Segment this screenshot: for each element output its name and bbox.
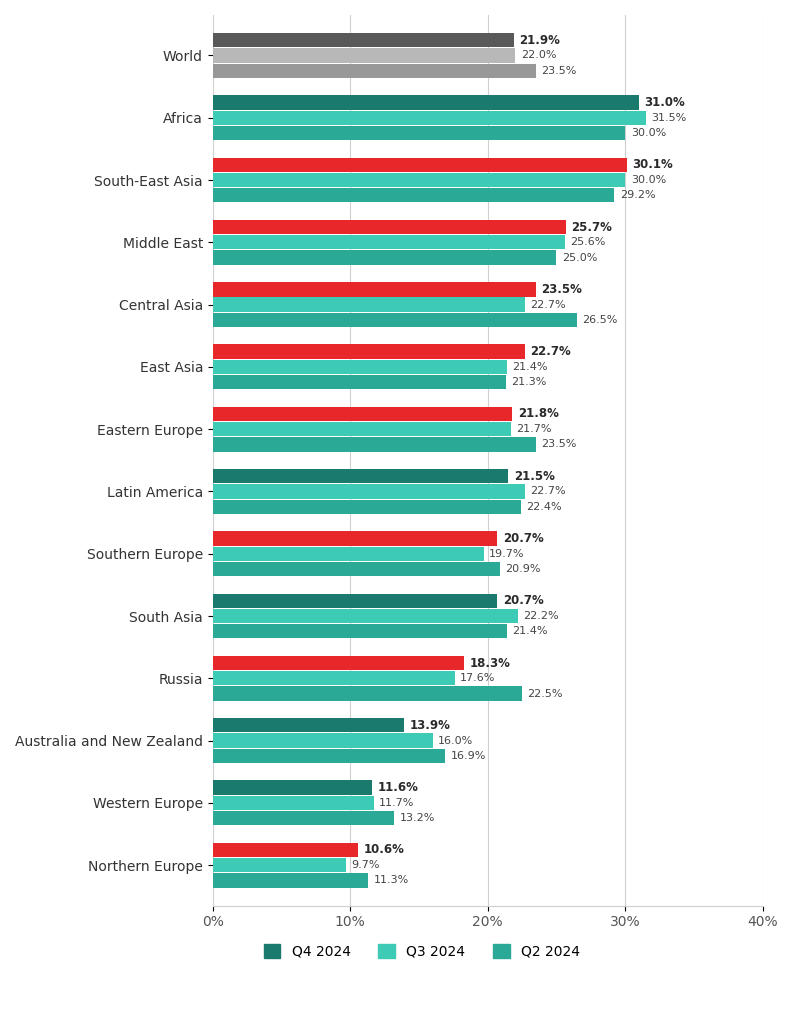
Text: 17.6%: 17.6% bbox=[460, 674, 496, 683]
Text: 16.9%: 16.9% bbox=[450, 751, 486, 761]
Bar bbox=[213, 173, 625, 187]
Text: 20.7%: 20.7% bbox=[503, 531, 543, 545]
Text: 22.0%: 22.0% bbox=[521, 50, 556, 60]
Bar bbox=[213, 843, 358, 857]
Bar bbox=[213, 594, 497, 608]
Text: 30.0%: 30.0% bbox=[630, 175, 666, 185]
Bar bbox=[213, 95, 639, 110]
Text: 25.0%: 25.0% bbox=[562, 253, 597, 262]
Text: 21.5%: 21.5% bbox=[514, 470, 554, 482]
Text: 31.0%: 31.0% bbox=[645, 96, 685, 109]
Bar bbox=[213, 63, 536, 78]
Text: 21.4%: 21.4% bbox=[512, 627, 548, 636]
Text: 21.8%: 21.8% bbox=[518, 408, 559, 421]
Bar bbox=[213, 359, 507, 374]
Bar bbox=[213, 655, 465, 670]
Bar bbox=[213, 236, 565, 250]
Text: 18.3%: 18.3% bbox=[469, 656, 511, 670]
Text: 23.5%: 23.5% bbox=[542, 66, 577, 76]
Bar bbox=[213, 780, 372, 795]
Text: 16.0%: 16.0% bbox=[439, 735, 473, 745]
Bar bbox=[213, 422, 511, 436]
Text: 13.2%: 13.2% bbox=[400, 813, 435, 823]
Bar bbox=[213, 344, 525, 358]
Text: 11.3%: 11.3% bbox=[374, 876, 409, 886]
Bar bbox=[213, 858, 346, 872]
Bar bbox=[213, 283, 536, 297]
Bar bbox=[213, 251, 557, 265]
Text: 11.6%: 11.6% bbox=[377, 781, 419, 794]
Bar bbox=[213, 624, 507, 638]
Bar bbox=[213, 562, 500, 577]
Text: 10.6%: 10.6% bbox=[364, 844, 405, 856]
Text: 30.0%: 30.0% bbox=[630, 128, 666, 138]
Bar bbox=[213, 312, 577, 327]
Text: 21.9%: 21.9% bbox=[519, 34, 560, 47]
Text: 21.7%: 21.7% bbox=[516, 424, 552, 434]
Bar bbox=[213, 686, 522, 700]
Bar bbox=[213, 547, 484, 561]
Text: 22.2%: 22.2% bbox=[523, 611, 559, 621]
Bar bbox=[213, 111, 646, 125]
Text: 9.7%: 9.7% bbox=[351, 860, 380, 870]
Text: 21.3%: 21.3% bbox=[511, 377, 546, 387]
Bar bbox=[213, 749, 445, 763]
Text: 20.7%: 20.7% bbox=[503, 594, 543, 607]
Bar bbox=[213, 158, 626, 172]
Bar bbox=[213, 733, 433, 748]
Bar bbox=[213, 437, 536, 452]
Text: 20.9%: 20.9% bbox=[506, 564, 541, 574]
Bar bbox=[213, 531, 497, 546]
Bar bbox=[213, 484, 525, 499]
Text: 23.5%: 23.5% bbox=[542, 283, 582, 296]
Bar bbox=[213, 126, 625, 140]
Bar bbox=[213, 469, 508, 483]
Bar bbox=[213, 796, 374, 810]
Text: 25.7%: 25.7% bbox=[572, 220, 612, 233]
Bar bbox=[213, 407, 512, 421]
Text: 22.7%: 22.7% bbox=[531, 486, 566, 497]
Bar bbox=[213, 188, 615, 203]
Text: 21.4%: 21.4% bbox=[512, 361, 548, 372]
Text: 23.5%: 23.5% bbox=[542, 439, 577, 450]
Bar bbox=[213, 220, 566, 234]
Text: 31.5%: 31.5% bbox=[651, 113, 687, 123]
Text: 22.4%: 22.4% bbox=[527, 502, 561, 512]
Bar bbox=[213, 375, 506, 389]
Text: 26.5%: 26.5% bbox=[583, 314, 618, 325]
Text: 30.1%: 30.1% bbox=[632, 159, 672, 171]
Bar bbox=[213, 500, 521, 514]
Bar bbox=[213, 873, 368, 888]
Bar bbox=[213, 48, 515, 62]
Text: 19.7%: 19.7% bbox=[489, 549, 525, 559]
Text: 22.5%: 22.5% bbox=[527, 688, 563, 698]
Text: 25.6%: 25.6% bbox=[570, 238, 606, 248]
Bar bbox=[213, 671, 454, 685]
Bar bbox=[213, 811, 394, 825]
Bar bbox=[213, 718, 404, 732]
Text: 13.9%: 13.9% bbox=[409, 719, 450, 732]
Legend: Q4 2024, Q3 2024, Q2 2024: Q4 2024, Q3 2024, Q2 2024 bbox=[257, 937, 587, 966]
Bar bbox=[213, 609, 518, 624]
Text: 22.7%: 22.7% bbox=[531, 345, 571, 358]
Bar bbox=[213, 297, 525, 311]
Text: 22.7%: 22.7% bbox=[531, 300, 566, 309]
Text: 11.7%: 11.7% bbox=[379, 798, 415, 808]
Text: 29.2%: 29.2% bbox=[619, 190, 655, 201]
Bar bbox=[213, 33, 514, 47]
